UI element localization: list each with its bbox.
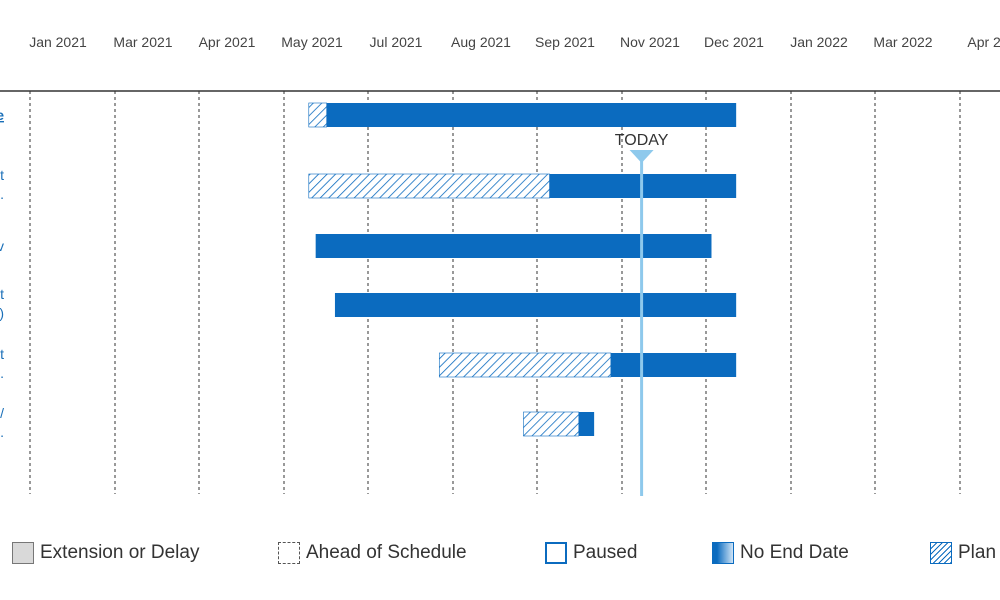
row-label-line2: ) <box>0 305 4 321</box>
tick-label: Dec 2021 <box>704 34 764 50</box>
legend-label-extension: Extension or Delay <box>40 542 200 563</box>
row-labels: e t. v t) t. /. <box>0 107 4 440</box>
gridlines <box>29 91 961 494</box>
tick-label: Mar 2021 <box>113 34 172 50</box>
tick-label: May 2021 <box>281 34 343 50</box>
row-label: t <box>0 167 4 183</box>
legend-label-ahead: Ahead of Schedule <box>306 542 467 563</box>
planned-bar <box>438 352 612 378</box>
today-triangle-icon <box>629 150 654 163</box>
legend: Extension or Delay Ahead of Schedule Pau… <box>0 536 1000 570</box>
tick-label: Sep 2021 <box>535 34 595 50</box>
legend-item-paused: Paused <box>545 536 637 570</box>
tick-label: Jan 2022 <box>790 34 848 50</box>
row-label-line2: . <box>0 186 4 202</box>
tick-label: Jul 2021 <box>370 34 423 50</box>
row-label: / <box>0 405 4 421</box>
paused-swatch-icon <box>545 542 567 564</box>
legend-item-ahead: Ahead of Schedule <box>278 536 467 570</box>
tick-label: Mar 2022 <box>873 34 932 50</box>
row-label: e <box>0 107 4 123</box>
legend-item-extension: Extension or Delay <box>12 536 199 570</box>
actual-bar <box>334 293 737 317</box>
planned-bar <box>523 411 580 437</box>
legend-item-planned: Plan <box>930 536 996 570</box>
actual-bar <box>610 353 737 377</box>
planned-swatch-icon <box>930 542 952 564</box>
legend-label-noend: No End Date <box>740 542 849 563</box>
actual-bar <box>326 103 737 127</box>
tick-label: Aug 2021 <box>451 34 511 50</box>
today-marker: TODAY <box>615 132 669 496</box>
time-axis-labels: Jan 2021 Mar 2021 Apr 2021 May 2021 Jul 2021… <box>29 34 1000 50</box>
row-label: v <box>0 238 4 254</box>
legend-label-planned: Plan <box>958 542 997 563</box>
tick-label: Apr 20 <box>967 34 1000 50</box>
extension-swatch-icon <box>12 542 34 564</box>
today-label: TODAY <box>615 132 669 149</box>
row-label: t <box>0 286 4 302</box>
gantt-chart: Jan 2021 Mar 2021 Apr 2021 May 2021 Jul 2021… <box>0 34 1000 496</box>
legend-label-paused: Paused <box>573 542 638 563</box>
bars <box>308 102 737 437</box>
actual-bar <box>315 234 712 258</box>
ahead-swatch-icon <box>278 542 300 564</box>
tick-label: Nov 2021 <box>620 34 680 50</box>
row-label: t <box>0 346 4 362</box>
tick-label: Jan 2021 <box>29 34 87 50</box>
tick-label: Apr 2021 <box>199 34 256 50</box>
planned-bar <box>308 102 327 128</box>
actual-bar <box>578 412 595 436</box>
row-label-line2: . <box>0 365 4 381</box>
no-end-date-swatch-icon <box>712 542 734 564</box>
planned-bar <box>308 173 550 199</box>
row-label-line2: . <box>0 424 4 440</box>
legend-item-noend: No End Date <box>712 536 849 570</box>
